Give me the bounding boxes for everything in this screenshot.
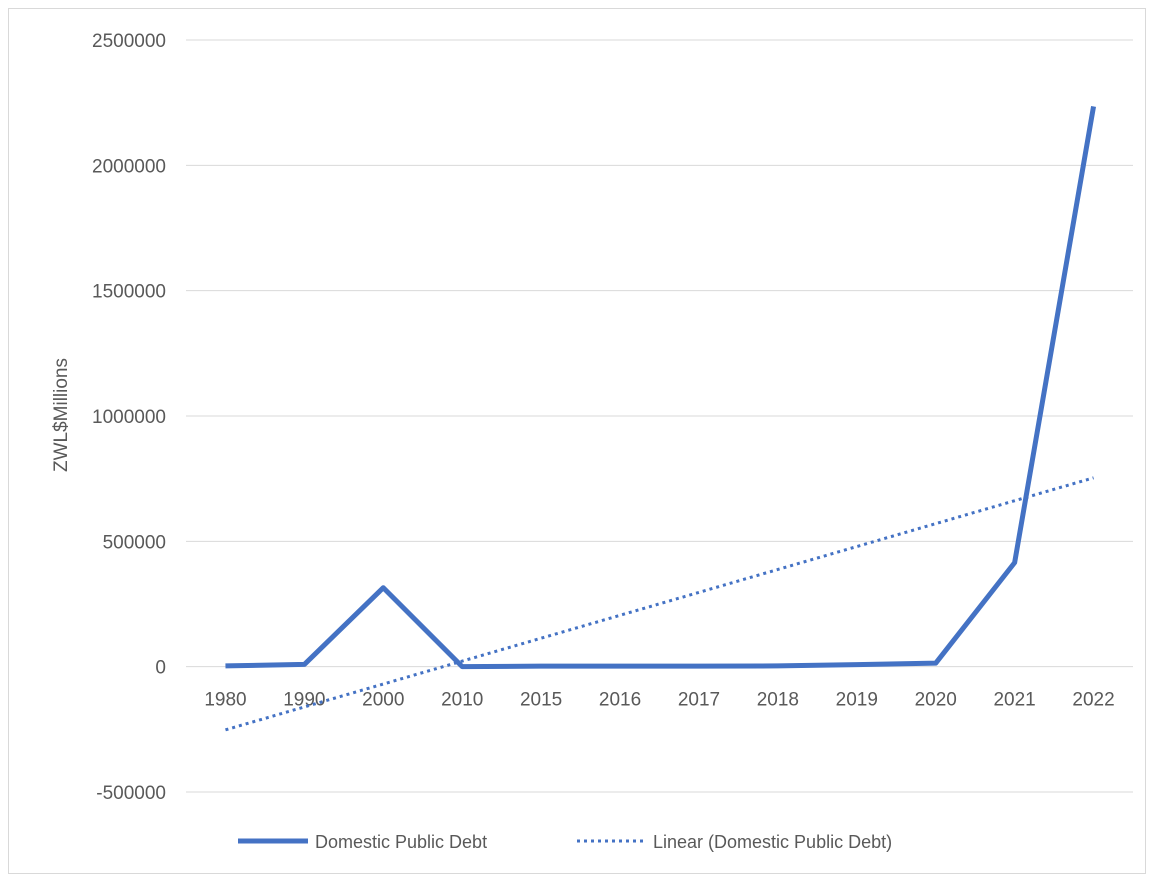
x-tick-label: 2020	[915, 690, 957, 711]
y-tick-label: 500000	[103, 532, 166, 553]
y-tick-label: -500000	[96, 783, 166, 804]
y-tick-label: 2500000	[92, 31, 166, 52]
y-tick-labels: -500000 0 500000 1000000 1500000 2000000 25000…	[92, 31, 166, 804]
x-tick-label: 1990	[283, 690, 325, 711]
legend-label: Linear (Domestic Public Debt)	[653, 832, 892, 852]
x-tick-label: 2016	[599, 690, 641, 711]
y-tick-label: 0	[155, 658, 166, 679]
x-tick-label: 2000	[362, 690, 404, 711]
x-tick-label: 2010	[441, 690, 483, 711]
series-lines	[225, 106, 1097, 732]
trendline-linear	[225, 476, 1094, 732]
x-tick-label: 2018	[757, 690, 799, 711]
y-tick-label: 1000000	[92, 407, 166, 428]
y-tick-label: 2000000	[92, 156, 166, 177]
x-tick-labels: 1980 1990 2000 2010 2015 2016 2017 2018 2019 2020…	[204, 690, 1114, 711]
x-tick-label: 2015	[520, 690, 562, 711]
x-tick-label: 2022	[1072, 690, 1114, 711]
y-axis-label: ZWL$Millions	[51, 358, 72, 472]
x-tick-label: 2021	[993, 690, 1035, 711]
x-tick-label: 2019	[836, 690, 878, 711]
series-line-domestic-public-debt	[225, 106, 1097, 670]
x-tick-label: 1980	[204, 690, 246, 711]
gridlines	[186, 39, 1133, 793]
chart-frame	[8, 8, 1146, 874]
legend-label: Domestic Public Debt	[315, 832, 487, 852]
x-tick-label: 2017	[678, 690, 720, 711]
y-tick-label: 1500000	[92, 282, 166, 303]
legend: Domestic Public Debt Linear (Domestic Pub…	[238, 832, 892, 852]
